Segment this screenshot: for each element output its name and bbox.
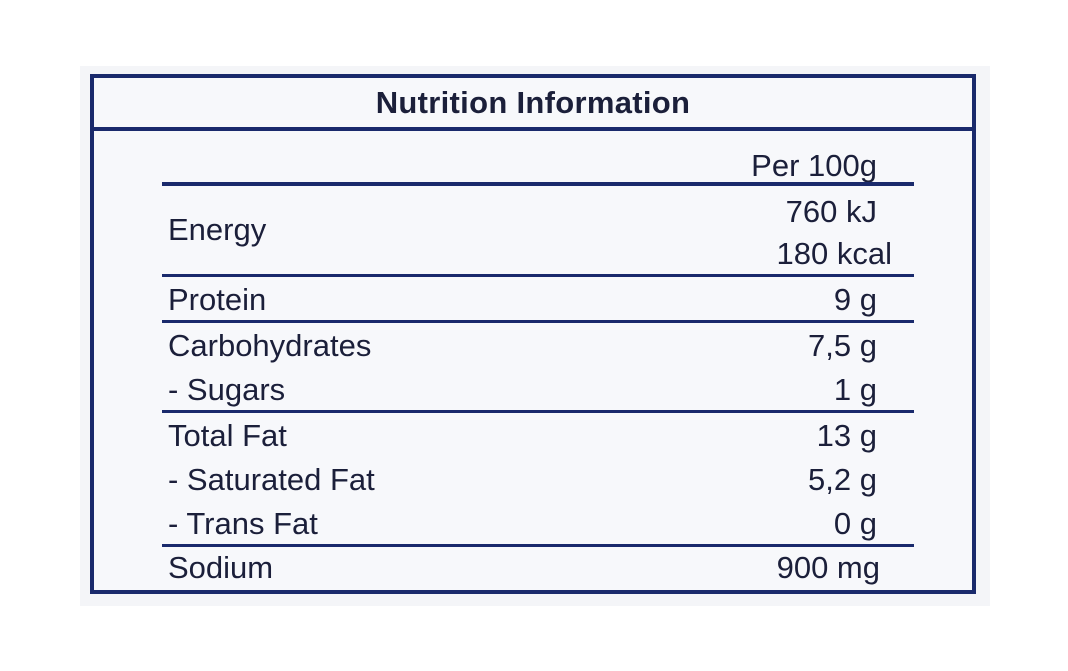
row-label-protein: Protein [168,282,267,317]
row-value-saturated-fat: 5,2 g [808,462,877,497]
row-value-sugars: 1 g [833,372,877,407]
row-label-energy: Energy [168,212,267,247]
row-value-protein: 9 g [833,282,877,317]
row-divider [162,320,914,323]
table-title: Nutrition Information [375,84,691,120]
row-label-sodium: Sodium [168,550,274,585]
row-label-carbohydrates: Carbohydrates [168,328,372,363]
row-label-total-fat: Total Fat [168,418,287,453]
column-header: Per 100g [751,148,877,183]
row-value-trans-fat: 0 g [833,506,877,541]
nutrition-table: Nutrition Information Per 100g Energy 76… [90,74,976,594]
row-divider [162,274,914,277]
row-label-sugars: - Sugars [168,372,286,407]
row-divider [162,544,914,547]
row-label-trans-fat: - Trans Fat [168,506,318,541]
title-bar: Nutrition Information [94,78,972,131]
header-divider [162,182,914,186]
row-divider [162,410,914,413]
row-value-total-fat: 13 g [816,418,877,453]
row-value-carbohydrates: 7,5 g [808,328,877,363]
row-label-saturated-fat: - Saturated Fat [168,462,375,497]
row-value-sodium: 900 mg [776,550,880,585]
row-value-energy-kcal: 180 kcal [776,236,892,271]
row-value-energy-kj: 760 kJ [785,194,877,229]
